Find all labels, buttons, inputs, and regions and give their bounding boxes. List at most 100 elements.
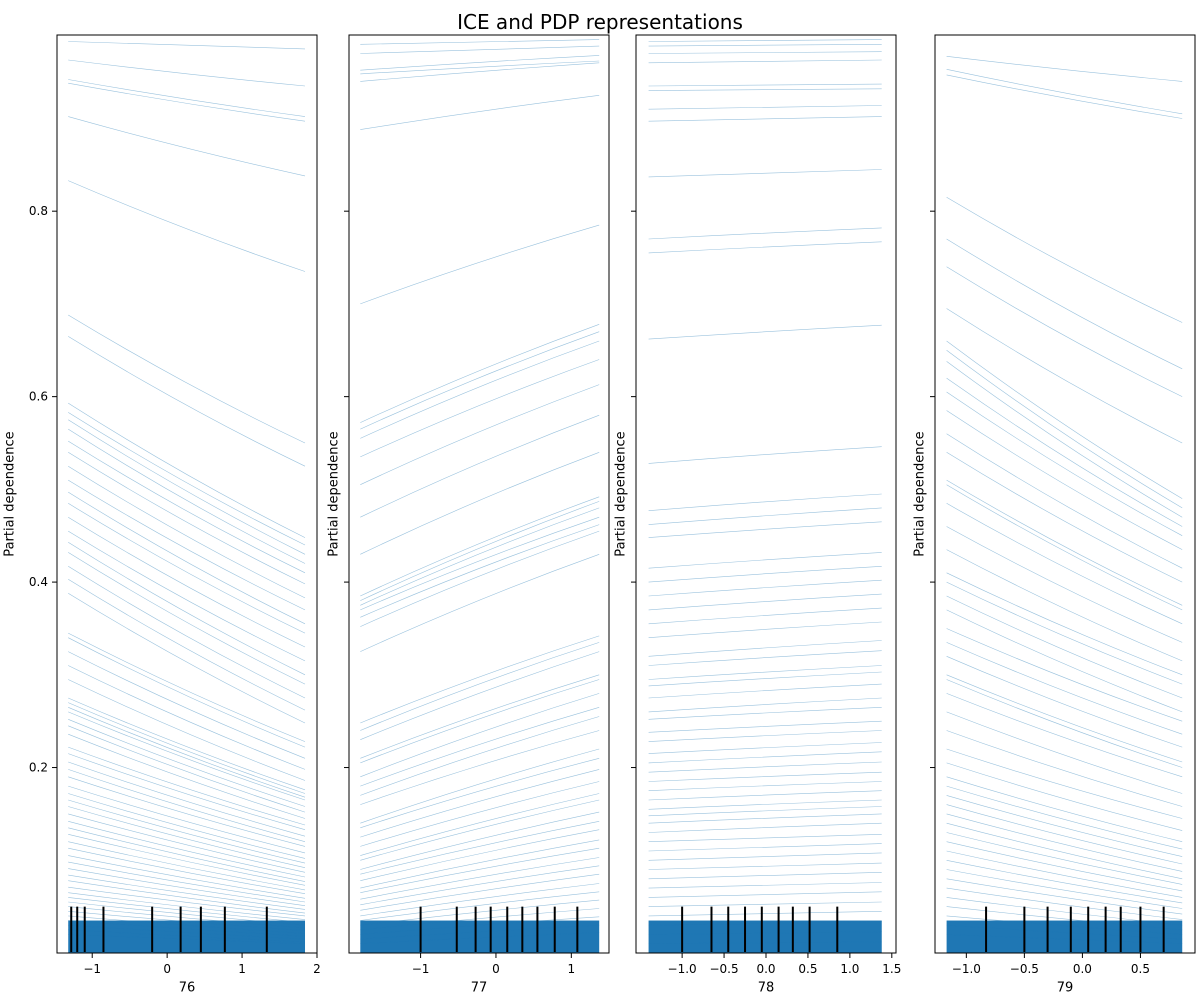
ice-line bbox=[360, 340, 600, 439]
ice-line bbox=[648, 697, 882, 713]
ice-line bbox=[648, 751, 882, 764]
ice-line bbox=[946, 581, 1183, 685]
ice-line bbox=[648, 921, 882, 926]
ice-line bbox=[946, 841, 1183, 892]
ice-line bbox=[68, 911, 306, 931]
ice-line bbox=[360, 507, 600, 606]
ice-line bbox=[68, 41, 306, 50]
ice-line bbox=[68, 897, 306, 923]
ice-line bbox=[648, 446, 882, 464]
ice-line bbox=[68, 530, 306, 662]
ice-line bbox=[946, 526, 1183, 643]
ice-line bbox=[946, 776, 1183, 842]
x-tick-label: −1.0 bbox=[668, 962, 697, 976]
x-tick-label: 2 bbox=[313, 962, 321, 976]
ice-line bbox=[946, 595, 1183, 699]
ice-line bbox=[946, 887, 1183, 920]
ice-line bbox=[68, 761, 306, 837]
ice-line bbox=[68, 806, 306, 868]
ice-line bbox=[946, 340, 1183, 499]
ice-line bbox=[68, 725, 306, 813]
ice-line bbox=[68, 665, 306, 770]
ice-line bbox=[946, 308, 1183, 444]
x-tick-label: 0.5 bbox=[798, 962, 817, 976]
ice-density-band bbox=[648, 920, 882, 953]
ice-line bbox=[648, 521, 882, 538]
ice-line bbox=[360, 554, 600, 652]
ice-line bbox=[946, 391, 1183, 536]
ice-line bbox=[648, 507, 882, 525]
axes-frame bbox=[348, 34, 610, 954]
y-tick-label: 0.8 bbox=[29, 204, 48, 218]
ice-line bbox=[360, 384, 600, 485]
ice-line bbox=[68, 813, 306, 873]
ice-line bbox=[68, 929, 306, 943]
plot-area bbox=[68, 41, 306, 953]
y-axis-label: Partial dependence bbox=[3, 431, 18, 556]
ice-line bbox=[68, 769, 306, 842]
x-tick-label: 1 bbox=[238, 962, 246, 976]
ice-line bbox=[360, 857, 600, 900]
ice-line bbox=[648, 227, 882, 240]
ice-line bbox=[648, 720, 882, 733]
ice-line bbox=[68, 920, 306, 937]
ice-line bbox=[68, 892, 306, 920]
ice-line bbox=[68, 116, 306, 177]
ice-line bbox=[648, 882, 882, 889]
ice-line bbox=[360, 916, 600, 935]
ice-line bbox=[68, 516, 306, 648]
ice-line bbox=[648, 579, 882, 597]
ice-line bbox=[648, 59, 882, 64]
plot-area bbox=[648, 39, 882, 953]
ice-line bbox=[68, 479, 306, 611]
axes-frame bbox=[934, 34, 1196, 954]
ice-density-band bbox=[360, 920, 600, 953]
ice-line bbox=[68, 934, 306, 944]
ice-line bbox=[68, 541, 306, 676]
ice-line bbox=[946, 266, 1183, 397]
ice-line bbox=[648, 44, 882, 47]
ice-line bbox=[946, 693, 1183, 778]
ice-line bbox=[68, 465, 306, 599]
ice-line bbox=[68, 886, 306, 917]
ice-line bbox=[648, 781, 882, 791]
ice-line bbox=[648, 813, 882, 824]
ice-line bbox=[946, 934, 1183, 944]
ice-line bbox=[68, 491, 306, 625]
ice-line bbox=[360, 781, 600, 847]
ice-line bbox=[68, 697, 306, 791]
ice-line bbox=[946, 609, 1183, 713]
ice-line bbox=[946, 878, 1183, 915]
x-tick-label: −1 bbox=[412, 962, 430, 976]
ice-line bbox=[946, 832, 1183, 885]
ice-line bbox=[68, 336, 306, 467]
ice-line bbox=[68, 799, 306, 864]
ice-line bbox=[360, 811, 600, 870]
ice-line bbox=[946, 361, 1183, 518]
ice-line bbox=[946, 711, 1183, 794]
ice-line bbox=[946, 906, 1183, 931]
ice-line bbox=[360, 891, 600, 921]
x-tick-label: −0.5 bbox=[1010, 962, 1039, 976]
ice-line bbox=[946, 679, 1183, 768]
x-axis-label: 79 bbox=[1057, 981, 1074, 996]
ice-line bbox=[360, 821, 600, 875]
ice-line bbox=[946, 762, 1183, 831]
ice-line bbox=[946, 860, 1183, 904]
x-axis-label: 76 bbox=[179, 981, 196, 996]
ice-line bbox=[360, 674, 600, 759]
x-tick-label: 0.0 bbox=[1073, 962, 1092, 976]
ice-line bbox=[360, 899, 600, 926]
ice-line bbox=[68, 592, 306, 724]
x-tick-label: 0.5 bbox=[1131, 962, 1150, 976]
ice-line bbox=[360, 39, 600, 45]
ice-line bbox=[68, 841, 306, 891]
ice-line bbox=[648, 324, 882, 340]
y-tick-label: 0.2 bbox=[29, 761, 48, 775]
panels: −1 0 1 2 0.2 0.4 0.6 0.8 76 Partial dependence −1 0… bbox=[3, 34, 1196, 996]
ice-line bbox=[68, 632, 306, 742]
ice-line bbox=[68, 719, 306, 807]
ice-line bbox=[360, 224, 600, 305]
ice-line bbox=[648, 665, 882, 680]
